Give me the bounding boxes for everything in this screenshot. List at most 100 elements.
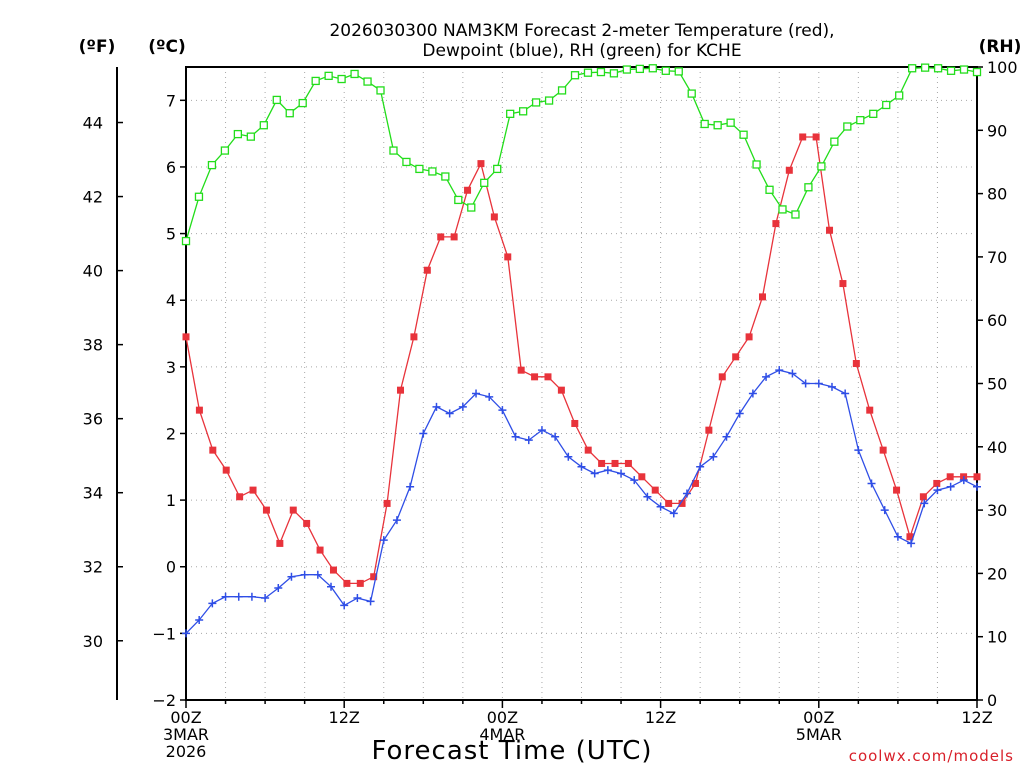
tick-label-x-date: 3MAR: [163, 725, 209, 744]
point-temperature: [638, 473, 646, 481]
line-dewpoint: [185, 369, 978, 634]
point-temperature: [933, 479, 941, 487]
point-temperature: [691, 479, 699, 487]
tick-label-celsius: −1: [152, 624, 176, 643]
point-rh: [830, 137, 839, 146]
point-rh: [661, 66, 670, 75]
point-rh: [233, 129, 243, 139]
point-temperature: [745, 333, 753, 341]
point-temperature: [732, 353, 740, 361]
point-dewpoint: [261, 594, 270, 603]
point-rh: [415, 164, 424, 174]
point-dewpoint: [340, 601, 349, 610]
point-rh: [441, 172, 450, 181]
point-temperature: [423, 266, 431, 274]
point-rh: [882, 100, 891, 110]
point-temperature: [209, 446, 217, 454]
tick-label-rh: 50: [987, 375, 1007, 394]
point-temperature: [866, 406, 874, 414]
tick-label-fahrenheit: 44: [83, 114, 103, 133]
point-rh: [713, 121, 722, 130]
tick-label-celsius: 6: [166, 158, 176, 177]
tick-label-celsius: 3: [166, 358, 176, 377]
point-temperature: [370, 573, 378, 581]
tick-label-rh: 80: [987, 185, 1007, 204]
point-temperature: [826, 226, 834, 234]
point-dewpoint: [577, 462, 586, 471]
point-dewpoint: [247, 592, 256, 601]
point-temperature: [249, 486, 257, 494]
x-axis-title: Forecast Time (UTC): [371, 736, 652, 766]
tick-label-fahrenheit: 42: [83, 188, 103, 207]
point-dewpoint: [775, 366, 784, 375]
point-dewpoint: [472, 389, 481, 398]
point-rh: [272, 95, 281, 105]
point-temperature: [517, 366, 525, 374]
point-rh: [843, 122, 852, 131]
point-rh: [389, 146, 398, 155]
point-dewpoint: [485, 392, 494, 401]
point-dewpoint: [669, 509, 678, 518]
tick-label-x: 00Z: [170, 708, 201, 727]
point-rh: [895, 91, 904, 100]
point-rh: [804, 183, 813, 192]
point-rh: [596, 67, 606, 77]
point-rh: [570, 71, 580, 80]
point-temperature: [718, 373, 726, 381]
point-rh: [635, 64, 645, 74]
point-dewpoint: [287, 572, 296, 581]
point-rh: [908, 64, 917, 73]
point-dewpoint: [827, 382, 836, 391]
tick-label-fahrenheit: 30: [83, 632, 103, 651]
tick-label-celsius: 0: [166, 558, 176, 577]
point-temperature: [651, 486, 659, 494]
point-rh: [246, 132, 255, 141]
y-axis-label-fahrenheit: (ºF): [79, 37, 116, 57]
point-temperature: [624, 459, 632, 467]
tick-label-x-date: 4MAR: [479, 725, 525, 744]
point-rh: [298, 98, 307, 108]
point-rh: [285, 109, 294, 118]
tick-label-celsius: 1: [166, 491, 176, 510]
point-temperature: [665, 499, 673, 507]
point-temperature: [195, 406, 203, 414]
point-temperature: [557, 386, 565, 394]
tick-label-rh: 0: [987, 691, 997, 710]
point-temperature: [785, 166, 793, 174]
point-temperature: [410, 333, 418, 341]
point-temperature: [343, 579, 351, 587]
plot-frame: [185, 66, 978, 701]
point-dewpoint: [537, 426, 546, 435]
series-dewpoint: [182, 366, 981, 638]
tick-label-celsius: 5: [166, 225, 176, 244]
point-dewpoint: [682, 489, 691, 498]
point-dewpoint: [221, 592, 230, 601]
chart-title-line2: Dewpoint (blue), RH (green) for KCHE: [422, 41, 741, 61]
point-rh: [194, 192, 204, 201]
point-temperature: [799, 133, 807, 141]
point-temperature: [383, 499, 391, 507]
chart-title-line1: 2026030300 NAM3KM Forecast 2-meter Tempe…: [329, 21, 834, 41]
point-temperature: [906, 533, 914, 541]
point-temperature: [946, 473, 954, 481]
point-dewpoint: [762, 372, 771, 381]
point-temperature: [262, 506, 270, 514]
point-rh: [337, 74, 346, 84]
tick-label-rh: 30: [987, 501, 1007, 520]
point-temperature: [276, 539, 284, 547]
point-temperature: [490, 213, 498, 221]
point-temperature: [705, 426, 713, 434]
point-temperature: [584, 446, 592, 454]
point-rh: [531, 98, 541, 107]
point-dewpoint: [511, 432, 520, 441]
tick-labels: −2−1012345673032343638404244010203040506…: [83, 58, 1018, 761]
point-rh: [181, 236, 191, 246]
point-rh: [506, 109, 515, 118]
point-dewpoint: [445, 409, 454, 418]
tick-label-fahrenheit: 32: [83, 558, 103, 577]
point-rh: [518, 107, 528, 116]
tick-label-x-date: 5MAR: [796, 725, 842, 744]
tick-label-rh: 60: [987, 311, 1007, 330]
tick-label-x: 12Z: [961, 708, 992, 727]
point-dewpoint: [630, 476, 639, 485]
